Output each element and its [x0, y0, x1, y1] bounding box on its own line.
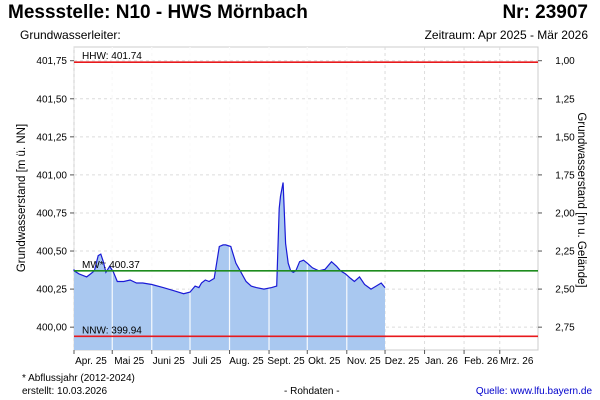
- aquifer-label: Grundwasserleiter:: [20, 28, 121, 42]
- y2-tick-label: 1,25: [555, 94, 575, 105]
- x-tick-label: Jan. 26: [425, 356, 458, 367]
- y2-tick-label: 2,25: [555, 247, 575, 258]
- footnote: * Abflussjahr (2012-2024): [22, 373, 135, 384]
- reference-label: HHW: 401.74: [82, 51, 142, 62]
- y-axis-label: Grundwasserstand [m ü. NN]: [16, 124, 28, 272]
- x-tick-label: Juni 25: [153, 356, 186, 367]
- y-tick-label: 400,75: [36, 208, 67, 219]
- station-number: Nr: 23907: [502, 2, 588, 23]
- source-link[interactable]: Quelle: www.lfu.bayern.de: [475, 386, 592, 397]
- x-tick-label: Mai 25: [114, 356, 144, 367]
- y2-tick-label: 1,75: [555, 170, 575, 181]
- series-line: [73, 182, 386, 295]
- y-tick-label: 401,50: [36, 94, 67, 105]
- x-tick-label: Sept. 25: [267, 356, 305, 367]
- x-tick-label: Feb. 26: [464, 356, 498, 367]
- y-tick-label: 401,25: [36, 132, 67, 143]
- axis-layer: 400,00 400,25 400,50 400,75 401,00 401,25 401,…: [36, 56, 575, 367]
- x-tick-label: Juli 25: [193, 356, 222, 367]
- reference-label: NNW: 399.94: [82, 325, 142, 336]
- y2-tick-label: 2,75: [555, 323, 575, 334]
- x-tick-label: Mrz. 26: [500, 356, 534, 367]
- x-tick-label: Apr. 25: [75, 356, 107, 367]
- raw-data-note: - Rohdaten -: [284, 386, 340, 397]
- y-tick-label: 400,25: [36, 285, 67, 296]
- reference-lines: HHW: 401.74 MW*: 400.37 NNW: 399.94: [74, 51, 538, 338]
- x-tick-label: Okt. 25: [308, 356, 341, 367]
- y2-tick-label: 1,00: [555, 56, 575, 67]
- x-tick-label: Nov. 25: [347, 356, 381, 367]
- y-tick-label: 400,50: [36, 247, 67, 258]
- created-date: erstellt: 10.03.2026: [22, 386, 108, 397]
- y2-tick-label: 2,00: [555, 208, 575, 219]
- y-tick-label: 400,00: [36, 323, 67, 334]
- month-separators: [111, 47, 348, 350]
- reference-label: MW*: 400.37: [82, 260, 140, 271]
- x-tick-label: Aug. 25: [229, 356, 264, 367]
- y-tick-label: 401,00: [36, 170, 67, 181]
- x-tick-label: Dez. 25: [385, 356, 420, 367]
- y-tick-label: 401,75: [36, 56, 67, 67]
- y2-tick-label: 2,50: [555, 285, 575, 296]
- y2-tick-label: 1,50: [555, 132, 575, 143]
- y2-axis-label: Grundwasserstand [m u. Gelände]: [575, 112, 587, 287]
- time-period: Zeitraum: Apr 2025 - Mär 2026: [424, 28, 588, 42]
- page-title: Messstelle: N10 - HWS Mörnbach: [8, 2, 308, 23]
- line-layer: [73, 182, 386, 295]
